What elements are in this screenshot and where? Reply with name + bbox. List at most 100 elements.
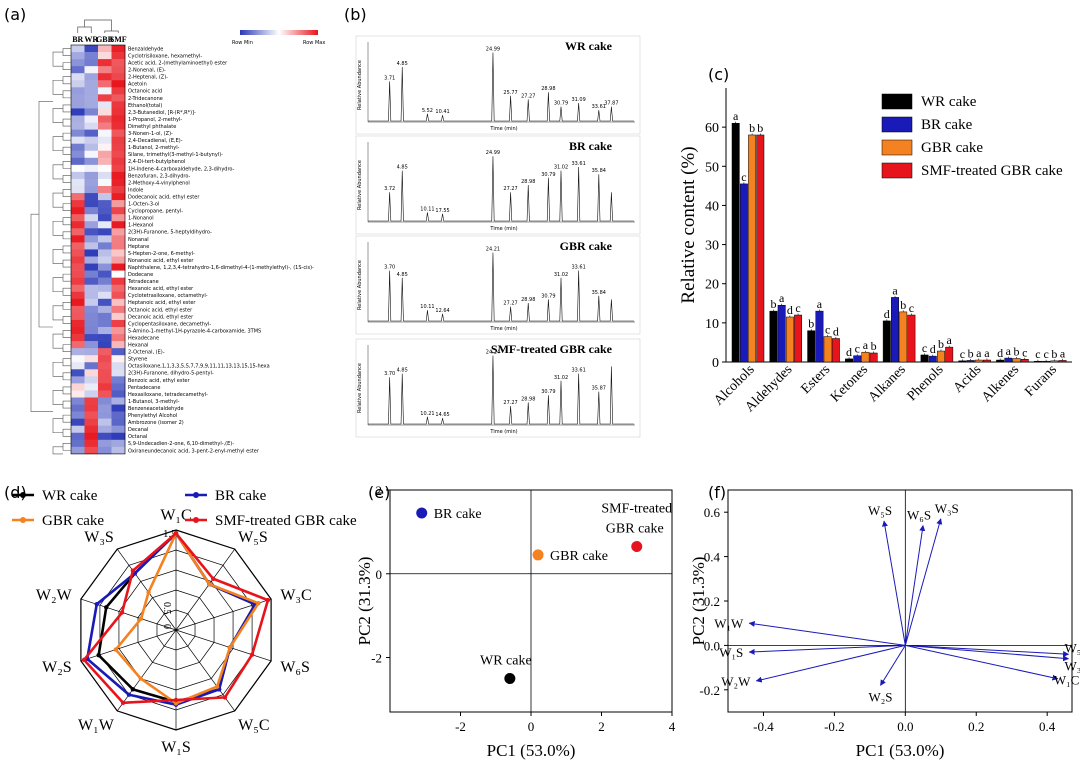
heatmap-legend-max: Row Max: [303, 40, 325, 46]
bar: [823, 336, 832, 363]
bar-significance-letter: c: [960, 347, 965, 361]
radar-legend-marker: [20, 492, 26, 498]
heatmap-row-label: Pentadecane: [128, 385, 160, 391]
heatmap-cell: [98, 214, 112, 222]
heatmap-row-label: Tetradecane: [127, 279, 159, 285]
loading-y-tick-label: -0.2: [699, 683, 720, 698]
bar-y-tick-label: 20: [705, 278, 719, 293]
heatmap-cell: [98, 397, 112, 405]
heatmap-cell: [84, 305, 99, 314]
score-point-label: GBR cake: [550, 549, 608, 564]
heatmap-cell: [98, 362, 112, 370]
loading-vector-label: W₃S: [935, 501, 959, 516]
loading-x-tick-label: 0.4: [1039, 719, 1056, 734]
heatmap-cell: [111, 383, 126, 391]
heatmap-row-label: Octanal: [128, 434, 147, 440]
heatmap-row-label: Decanoic acid, ethyl ester: [128, 314, 194, 320]
heatmap-cell: [98, 73, 112, 81]
loading-y-axis-label: PC2 (31.3%): [689, 557, 708, 646]
score-x-tick-label: 0: [528, 719, 535, 734]
heatmap-cell: [98, 193, 112, 201]
heatmap-column-label: SMF: [110, 35, 127, 44]
radar-legend-marker: [193, 492, 199, 498]
heatmap-cell: [84, 277, 99, 285]
chromatogram-peak-label: 28.98: [541, 86, 555, 92]
heatmap-cell: [98, 270, 112, 278]
heatmap-cell: [111, 327, 126, 335]
heatmap-cell: [71, 256, 85, 264]
heatmap-cell: [111, 150, 126, 159]
heatmap-cell: [71, 214, 85, 222]
bar-significance-letter: b: [900, 298, 906, 312]
chromatogram-peak-label: 31.02: [554, 272, 568, 278]
bar-significance-letter: d: [846, 345, 852, 359]
heatmap-cell: [71, 411, 85, 419]
radar-tick-label: 0.5: [161, 602, 172, 615]
heatmap-cell: [111, 348, 126, 356]
chromatogram-peak-label: 33.61: [571, 161, 585, 167]
heatmap-row-label: 1-Nonanol: [128, 216, 154, 222]
heatmap-cell: [98, 432, 112, 441]
heatmap-cell: [71, 122, 85, 130]
bar: [785, 316, 794, 363]
loading-x-tick-label: -0.4: [753, 719, 774, 734]
heatmap-cell: [98, 355, 112, 363]
bar: [831, 338, 840, 363]
heatmap-cell: [71, 291, 85, 300]
heatmap-row-label: Nonanal: [128, 237, 149, 243]
heatmap-cell: [71, 52, 85, 60]
bar: [777, 304, 786, 363]
bar: [756, 134, 765, 363]
radar-series-point: [138, 676, 143, 681]
heatmap-row-label: Heptane: [128, 244, 149, 250]
heatmap-row-label: 1H-Indene-4-carboxaldehyde, 2,3-dihydro-: [128, 166, 235, 172]
heatmap-row-label: Decanal: [128, 427, 148, 433]
heatmap-cell: [84, 397, 99, 405]
heatmap-cell: [84, 418, 99, 426]
heatmap-cell: [71, 439, 85, 448]
loading-y-tick-label: 0.0: [704, 638, 720, 653]
bar-significance-letter: b: [808, 317, 814, 331]
heatmap-cell: [71, 425, 85, 434]
heatmap-row-label: 1-Propanol, 2-methyl-: [128, 117, 182, 123]
loading-x-tick-label: 0.0: [897, 719, 913, 734]
heatmap-cell: [111, 369, 126, 377]
radar-series-point: [104, 605, 109, 610]
bar: [1012, 358, 1021, 363]
chromatogram-trace: [368, 156, 634, 222]
heatmap-cell: [71, 277, 85, 285]
heatmap-cell: [111, 143, 126, 152]
pca-score-plot-panel: -2 0 2 4 2 0 -2 PC1 (53.0%) PC2 (31.3%) BR cake GB…: [355, 483, 676, 760]
chromatogram-peak-label: 31.02: [554, 165, 568, 171]
heatmap-cell: [111, 87, 126, 95]
score-point: [631, 541, 643, 553]
heatmap-cell: [98, 383, 112, 391]
heatmap-cell: [84, 94, 99, 102]
bar: [845, 358, 853, 363]
chromatogram-peak-label: 30.79: [541, 293, 555, 299]
chromatogram-peak-label: 35.84: [592, 290, 606, 296]
heatmap-cell: [111, 425, 126, 434]
heatmap-cell: [111, 115, 126, 123]
heatmap-cell: [71, 355, 85, 363]
heatmap-cell: [111, 397, 126, 405]
chromatogram-x-label: Time (min): [489, 226, 517, 232]
heatmap-cell: [84, 383, 99, 391]
heatmap-row-label: Nonanoic acid, ethyl ester: [128, 258, 194, 264]
heatmap-cell: [84, 319, 99, 328]
heatmap-cell: [98, 136, 112, 144]
score-x-tick-label: 4: [669, 719, 676, 734]
heatmap-cell: [111, 193, 126, 201]
chromatogram-y-label: Relative Abundance: [357, 260, 363, 310]
heatmap-cell: [71, 200, 85, 208]
chromatogram-peak-label: 4.85: [397, 61, 408, 67]
heatmap-cell: [71, 334, 85, 342]
heatmap-cell: [84, 150, 99, 159]
radar-tick-label: 0: [161, 624, 172, 629]
heatmap-cell: [98, 178, 112, 187]
heatmap-cell: [111, 45, 126, 53]
chromatogram-peak-label: 27.27: [521, 93, 535, 99]
chromatogram-peak-label: 24.24: [486, 350, 500, 356]
radar-series-point: [211, 576, 216, 581]
loading-x-tick-label: -0.2: [824, 719, 845, 734]
